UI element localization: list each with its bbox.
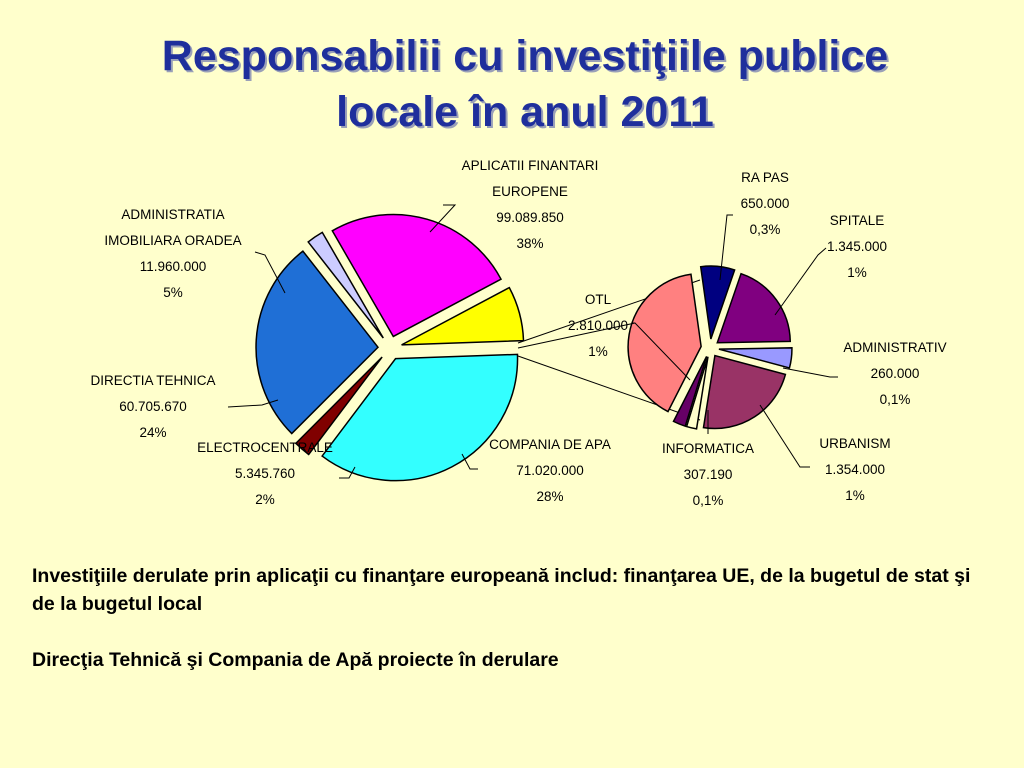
pie2-otl-value: 2.810.000 xyxy=(568,318,628,333)
pie2-slice-spitale xyxy=(716,272,792,344)
pie2-leader-ra-pas xyxy=(719,214,733,281)
pie2-leader-urbanism xyxy=(759,404,810,468)
pie1-leader-directia-tehnica xyxy=(227,399,279,408)
pie2-slice-otl xyxy=(672,356,708,428)
pie1-compania-de-apa-label-1: COMPANIA DE APA xyxy=(489,437,611,452)
pie2-administrativ-percent: 0,1% xyxy=(880,392,911,407)
pie2-informatica-label-1: INFORMATICA xyxy=(662,441,754,456)
pie1-slice-aplicatii-finantari-europene xyxy=(321,353,519,482)
pie1-directia-tehnica-label-1: DIRECTIA TEHNICA xyxy=(90,373,215,388)
pie1-leader-compania-de-apa xyxy=(461,453,478,470)
pie2-ra-pas-value: 650.000 xyxy=(741,196,790,211)
pie1-slice-compania-de-apa xyxy=(255,250,380,435)
title-line-2: locale în anul 2011 xyxy=(336,88,714,136)
pie2-otl-label-1: OTL xyxy=(585,292,612,307)
pie2-slice-unlabeled xyxy=(627,273,702,413)
title-line-1: Responsabilii cu investiţiile publice xyxy=(161,32,889,80)
pie2-spitale-value: 1.345.000 xyxy=(827,239,887,254)
pie2-ra-pas-label-1: RA PAS xyxy=(741,170,789,185)
pie1-leader-administratia-imobiliara-oradea xyxy=(254,251,286,294)
note-european-funding: Investiţiile derulate prin aplicaţii cu … xyxy=(32,565,971,615)
pie2-slice-urbanism xyxy=(702,354,787,430)
pie1-aplicatii-finantari-europene-value: 99.089.850 xyxy=(496,210,564,225)
pie1-administratia-imobiliara-oradea-value: 11.960.000 xyxy=(140,259,207,274)
pie1-slice-otl xyxy=(294,356,383,456)
pie2-spitale-label-1: SPITALE xyxy=(830,213,885,228)
pie2-urbanism-label-1: URBANISM xyxy=(819,436,890,451)
pie1-aplicatii-finantari-europene-label-1: APLICATII FINANTARI xyxy=(462,158,599,173)
pie2-informatica-percent: 0,1% xyxy=(693,493,724,508)
pie2-slice-ra-pas xyxy=(699,265,736,340)
pie1-compania-de-apa-percent: 28% xyxy=(536,489,563,504)
pie2-leader-spitale xyxy=(774,247,827,316)
pie1-electrocentrale-percent: 2% xyxy=(255,492,275,507)
pie1-compania-de-apa-value: 71.020.000 xyxy=(516,463,584,478)
pie1-aplicatii-finantari-europene-percent: 38% xyxy=(516,236,543,251)
pie2-slice-administrativ xyxy=(718,347,793,369)
pie2-administrativ-value: 260.000 xyxy=(871,366,920,381)
pie1-slice-electrocentrale xyxy=(307,231,384,339)
pie1-directia-tehnica-percent: 24% xyxy=(139,425,166,440)
pie2-informatica-value: 307.190 xyxy=(684,467,733,482)
pie1-leader-aplicatii-finantari-europene xyxy=(429,204,457,233)
pie1-administratia-imobiliara-oradea-label-1: ADMINISTRATIA xyxy=(121,207,224,222)
pie1-electrocentrale-label-1: ELECTROCENTRALE xyxy=(197,440,333,455)
pie1-directia-tehnica-value: 60.705.670 xyxy=(119,399,187,414)
pie-charts: APLICATII FINANTARI EUROPENE 99.089.850 38%… xyxy=(90,158,946,508)
pie2-leader-otl xyxy=(632,322,691,381)
pie2-leader-administrativ xyxy=(782,367,838,378)
pie1-aplicatii-finantari-europene-label-2: EUROPENE xyxy=(492,184,568,199)
pie1-administratia-imobiliara-oradea-label-2: IMOBILIARA ORADEA xyxy=(104,233,241,248)
pie2-otl-percent: 1% xyxy=(588,344,608,359)
pie2-ra-pas-percent: 0,3% xyxy=(750,222,781,237)
pie1-electrocentrale-value: 5.345.760 xyxy=(235,466,295,481)
pie1-administratia-imobiliara-oradea-percent: 5% xyxy=(163,285,183,300)
pie2-administrativ-label-1: ADMINISTRATIV xyxy=(843,340,946,355)
pie1-slice-directia-tehnica xyxy=(331,213,503,338)
pie1-leader-electrocentrale xyxy=(339,466,356,479)
pie1-slice-administratia-imobiliara-oradea xyxy=(401,286,525,346)
note-ongoing-projects: Direcţia Tehnică şi Compania de Apă proi… xyxy=(32,649,559,671)
pie2-urbanism-value: 1.354.000 xyxy=(825,462,885,477)
slide-title: Responsabilii cu investiţiile publice lo… xyxy=(60,28,990,140)
pie2-urbanism-percent: 1% xyxy=(845,488,865,503)
pie2-spitale-percent: 1% xyxy=(847,265,867,280)
pie2-slice-informatica xyxy=(685,356,709,430)
